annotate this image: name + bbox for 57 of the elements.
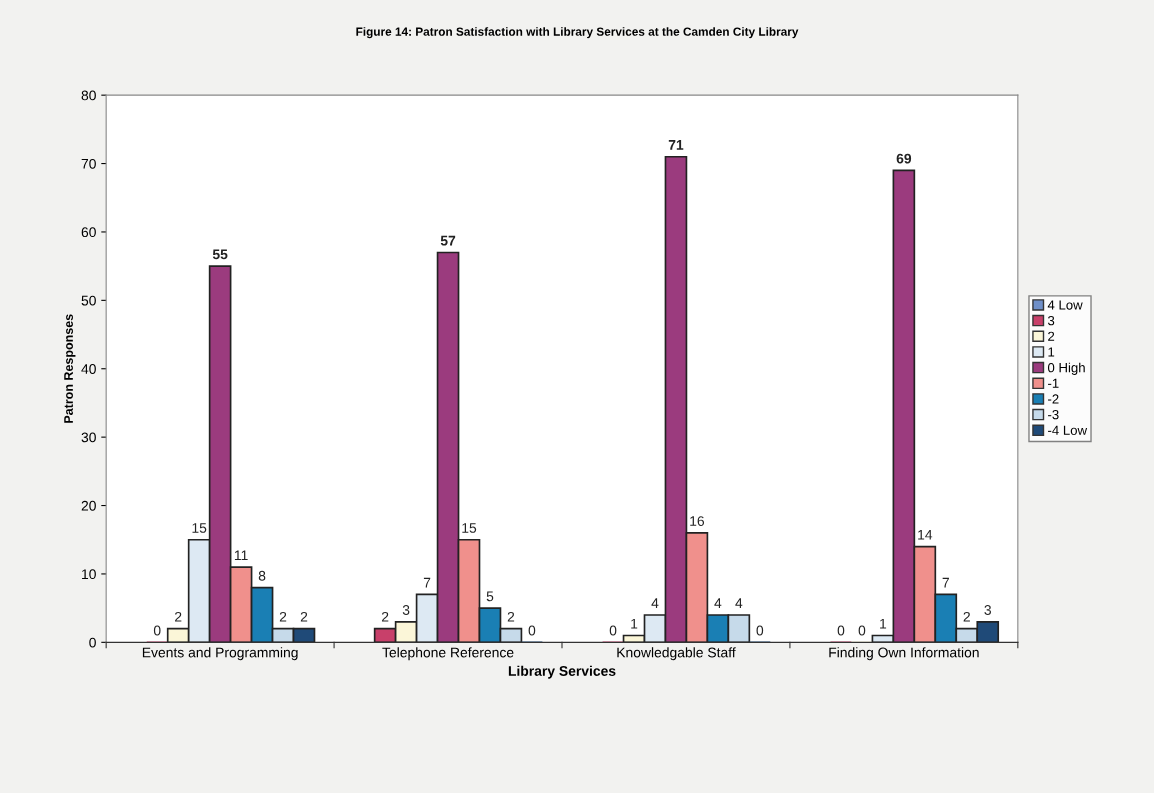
legend-label: 1	[1048, 347, 1055, 357]
data-label: 16	[690, 516, 705, 526]
data-label: 0	[609, 625, 617, 636]
data-label: 57	[440, 235, 456, 246]
legend-label: -2	[1048, 394, 1059, 404]
y-tick-label: 80	[81, 90, 96, 101]
data-label: 0	[528, 625, 536, 636]
legend-label: -1	[1048, 378, 1059, 388]
x-tick-label: Telephone Reference	[382, 647, 514, 661]
y-tick-label: 0	[89, 637, 96, 648]
y-tick-label: 40	[81, 364, 96, 374]
data-label: 71	[668, 140, 684, 150]
data-label: 5	[486, 591, 494, 602]
data-label: 3	[984, 605, 991, 615]
data-label: 69	[896, 153, 912, 164]
y-axis-title: Patron Responses	[64, 314, 76, 423]
y-tick-label: 30	[81, 432, 96, 443]
data-label: 7	[423, 577, 431, 588]
data-label: 55	[212, 249, 228, 260]
data-label: 2	[279, 611, 287, 622]
y-tick-label: 70	[81, 158, 96, 169]
data-label: 2	[300, 611, 308, 622]
chart-title: Figure 14: Patron Satisfaction with Library Services at the Camden City Library	[356, 27, 799, 39]
data-label: 2	[507, 611, 515, 622]
x-tick-label: Knowledgable Staff	[617, 647, 736, 661]
legend-label: 3	[1047, 315, 1055, 326]
data-label: 3	[402, 605, 410, 615]
data-label: 4	[714, 598, 722, 608]
legend-label: 0 High	[1047, 362, 1085, 375]
data-label: 4	[735, 598, 743, 608]
data-label: 1	[631, 618, 638, 629]
data-label: 1	[880, 618, 887, 629]
y-tick-label: 50	[81, 295, 96, 306]
data-label: 15	[462, 523, 477, 533]
data-label: 8	[258, 570, 266, 581]
legend-label: -3	[1048, 409, 1059, 420]
x-tick-label: Finding Own Information	[829, 647, 979, 661]
data-label: 0	[756, 625, 764, 636]
x-tick-label: Events and Programming	[142, 647, 298, 661]
y-tick-label: 10	[82, 569, 96, 580]
data-label: 2	[963, 611, 970, 622]
x-axis-title: Library Services	[508, 665, 616, 679]
data-label: 0	[153, 625, 161, 636]
data-label: 15	[192, 523, 207, 533]
data-label: 0	[858, 625, 866, 636]
data-label: 7	[942, 577, 949, 588]
legend-label: -4 Low	[1048, 425, 1088, 435]
y-tick-label: 20	[81, 500, 96, 511]
legend-label: 2	[1048, 331, 1055, 341]
data-label: 2	[175, 611, 182, 622]
data-label: 14	[918, 529, 933, 540]
data-label: 11	[234, 550, 248, 561]
data-label: 0	[837, 625, 845, 636]
legend-label: 4 Low	[1047, 300, 1083, 310]
y-tick-label: 60	[81, 227, 96, 238]
data-label: 4	[651, 598, 659, 608]
data-label: 2	[381, 611, 389, 622]
